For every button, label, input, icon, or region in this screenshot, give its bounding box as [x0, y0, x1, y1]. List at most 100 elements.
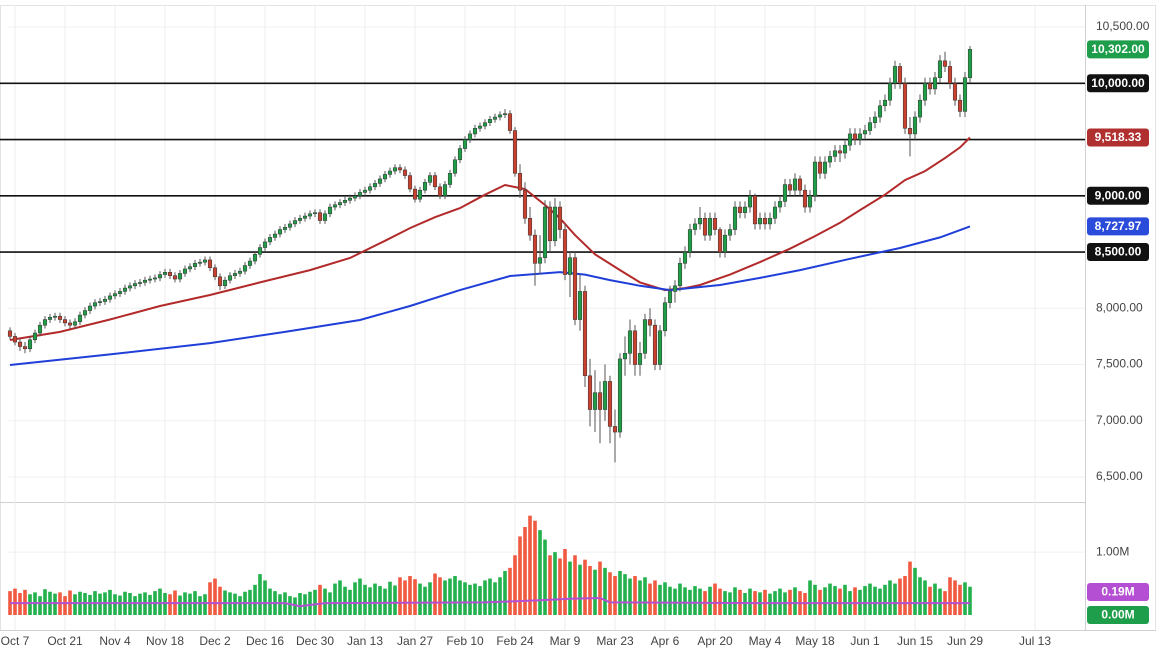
candle-body: [252, 254, 258, 262]
candle-body: [172, 275, 178, 280]
candle-body: [87, 305, 93, 311]
volume-bar: [178, 595, 182, 615]
volume-bar: [768, 593, 772, 615]
candle-body: [727, 229, 733, 236]
volume-bar: [928, 586, 932, 615]
candle-body: [337, 202, 343, 206]
candle-body: [702, 218, 708, 236]
candle-body: [612, 426, 618, 433]
volume-bar: [918, 577, 922, 615]
candle-body: [402, 169, 408, 176]
candle-body: [572, 257, 578, 320]
candle-body: [887, 83, 893, 101]
x-tick-label: Dec 30: [296, 634, 334, 648]
candle-body: [132, 283, 138, 287]
candle-body: [17, 341, 23, 347]
volume-bar: [438, 577, 442, 615]
volume-bar: [553, 552, 557, 615]
candle-body: [7, 330, 13, 337]
y-tick-label: 7,000.00: [1096, 413, 1143, 427]
candle-body: [372, 183, 378, 188]
candle-body: [747, 195, 753, 208]
volume-bar: [263, 580, 267, 615]
candle-body: [62, 319, 68, 324]
candle-body: [182, 268, 188, 274]
candle-body: [377, 178, 383, 184]
volume-bar: [933, 583, 937, 615]
candle-body: [217, 276, 223, 287]
candle-body: [857, 133, 863, 140]
candle-body: [167, 272, 173, 276]
candle-body: [437, 186, 443, 197]
volume-tag-box: [1087, 583, 1149, 602]
line: [10, 596, 970, 608]
volume-bar: [888, 580, 892, 615]
candle-body: [82, 310, 88, 316]
volume-bar: [713, 583, 717, 615]
candle-body: [707, 218, 713, 236]
candle-body: [872, 116, 878, 123]
volume-bar: [238, 596, 242, 615]
candle-body: [532, 234, 538, 264]
price-tag-box: [1087, 128, 1149, 147]
candle-body: [77, 314, 83, 323]
candle-body: [757, 218, 763, 225]
volume-bar: [158, 588, 162, 615]
candle-body: [197, 261, 203, 264]
volume-bar: [28, 594, 32, 615]
volume-bar: [963, 582, 967, 615]
x-tick-label: Apr 20: [697, 634, 733, 648]
volume-bar: [213, 578, 217, 615]
candle-body: [57, 315, 63, 320]
candle-body: [487, 119, 493, 123]
volume-bar: [498, 577, 502, 615]
volume-bar: [493, 582, 497, 615]
candle-body: [152, 277, 158, 280]
volume-bar: [878, 588, 882, 615]
volume-bar: [203, 594, 207, 615]
volume-bar: [653, 580, 657, 615]
candle-body: [192, 263, 198, 267]
volume-bar: [413, 579, 417, 615]
candle-body: [627, 330, 633, 354]
volume-bar: [133, 596, 137, 615]
candle-body: [302, 215, 308, 219]
candle-body: [762, 218, 768, 225]
candle-body: [937, 60, 943, 78]
volume-bar: [253, 584, 257, 615]
candle-body: [867, 122, 873, 131]
x-tick-label: Dec 16: [246, 634, 284, 648]
candle-body: [962, 77, 968, 112]
candle-body: [392, 167, 398, 172]
volume-bar: [968, 586, 972, 615]
candle-body: [407, 175, 413, 190]
candle-body: [722, 234, 728, 253]
volume-bar: [298, 593, 302, 615]
candle-body: [537, 257, 543, 264]
volume-bar: [648, 583, 652, 615]
volume-bar: [278, 594, 282, 615]
candle-body: [852, 133, 858, 140]
volume-bar: [643, 577, 647, 615]
price-tag-box: [1087, 217, 1149, 236]
volume-bar: [88, 594, 92, 615]
candle-body: [907, 128, 913, 135]
candle-body: [317, 212, 323, 221]
volume-bar: [628, 578, 632, 615]
candle-body: [187, 266, 193, 270]
volume-bar: [603, 567, 607, 615]
volume-bar: [368, 587, 372, 615]
candle-body: [137, 282, 143, 284]
candle-body: [327, 206, 333, 215]
volume-bar: [198, 596, 202, 615]
volume-bar: [503, 571, 507, 615]
volume-bar: [708, 586, 712, 615]
candle-body: [357, 192, 363, 197]
candle-body: [567, 257, 573, 275]
candle-body: [687, 229, 693, 253]
candle-body: [387, 170, 393, 175]
volume-bar: [488, 578, 492, 615]
volume-bar: [418, 583, 422, 615]
volume-bar: [383, 588, 387, 615]
